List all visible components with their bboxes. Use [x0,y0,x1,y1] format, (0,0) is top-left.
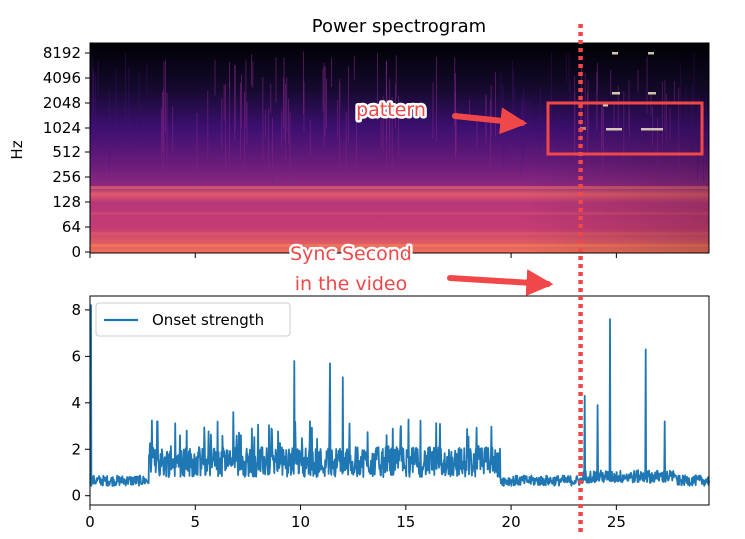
y-tick-label: 2 [71,440,81,458]
sync-annotation: Sync Second in the video [288,241,554,298]
legend: Onset strength [95,302,291,337]
onset-y-axis: 0 2 4 6 8 [71,301,90,505]
x-tick-label: 10 [291,513,310,531]
spectrogram-frame [89,42,710,254]
onset-frame [89,295,710,506]
y-tick-label: 0 [71,487,81,505]
spectrogram-chart: Power spectrogram 0 64 128 256 512 1024 2048 40… [8,16,710,261]
y-tick-label: 4096 [43,69,81,87]
y-tick-label: 8 [71,301,81,319]
spectrogram-y-label: Hz [8,140,26,159]
y-tick-label: 2048 [43,94,81,112]
spectrogram-fade [90,43,709,253]
y-tick-label: 128 [52,193,81,211]
onset-chart: 0 2 4 6 8 0 5 10 15 20 25 Onset strength Sync Sec… [71,241,710,531]
x-tick-label: 5 [190,513,200,531]
sync-annotation-line-2: in the video [295,273,407,295]
x-tick-label: 0 [85,513,95,531]
y-tick-label: 8192 [43,44,81,62]
y-tick-label: 1024 [43,119,81,137]
pattern-highlight-box [546,101,704,156]
onset-strength-line [89,304,710,487]
legend-label: Onset strength [152,311,264,329]
y-tick-label: 512 [52,143,81,161]
y-tick-label: 256 [52,168,81,186]
pattern-annotation: pattern [356,99,426,121]
y-tick-label: 64 [62,218,81,236]
y-tick-label: 6 [71,347,81,365]
legend-box [95,302,291,337]
pattern-arrow [452,107,528,135]
chart-title: Power spectrogram [312,16,486,37]
x-tick-label: 25 [607,513,626,531]
sync-annotation-line-1: Sync Second [290,243,412,265]
sync-arrow [447,269,554,297]
onset-x-axis: 0 5 10 15 20 25 [85,505,626,531]
x-tick-label: 20 [502,513,521,531]
spectrogram-x-axis [89,253,617,258]
y-tick-label: 4 [71,394,81,412]
y-tick-label: 0 [71,243,81,261]
spectrogram-y-axis: 0 64 128 256 512 1024 2048 4096 8192 [43,44,90,261]
x-tick-label: 15 [396,513,415,531]
